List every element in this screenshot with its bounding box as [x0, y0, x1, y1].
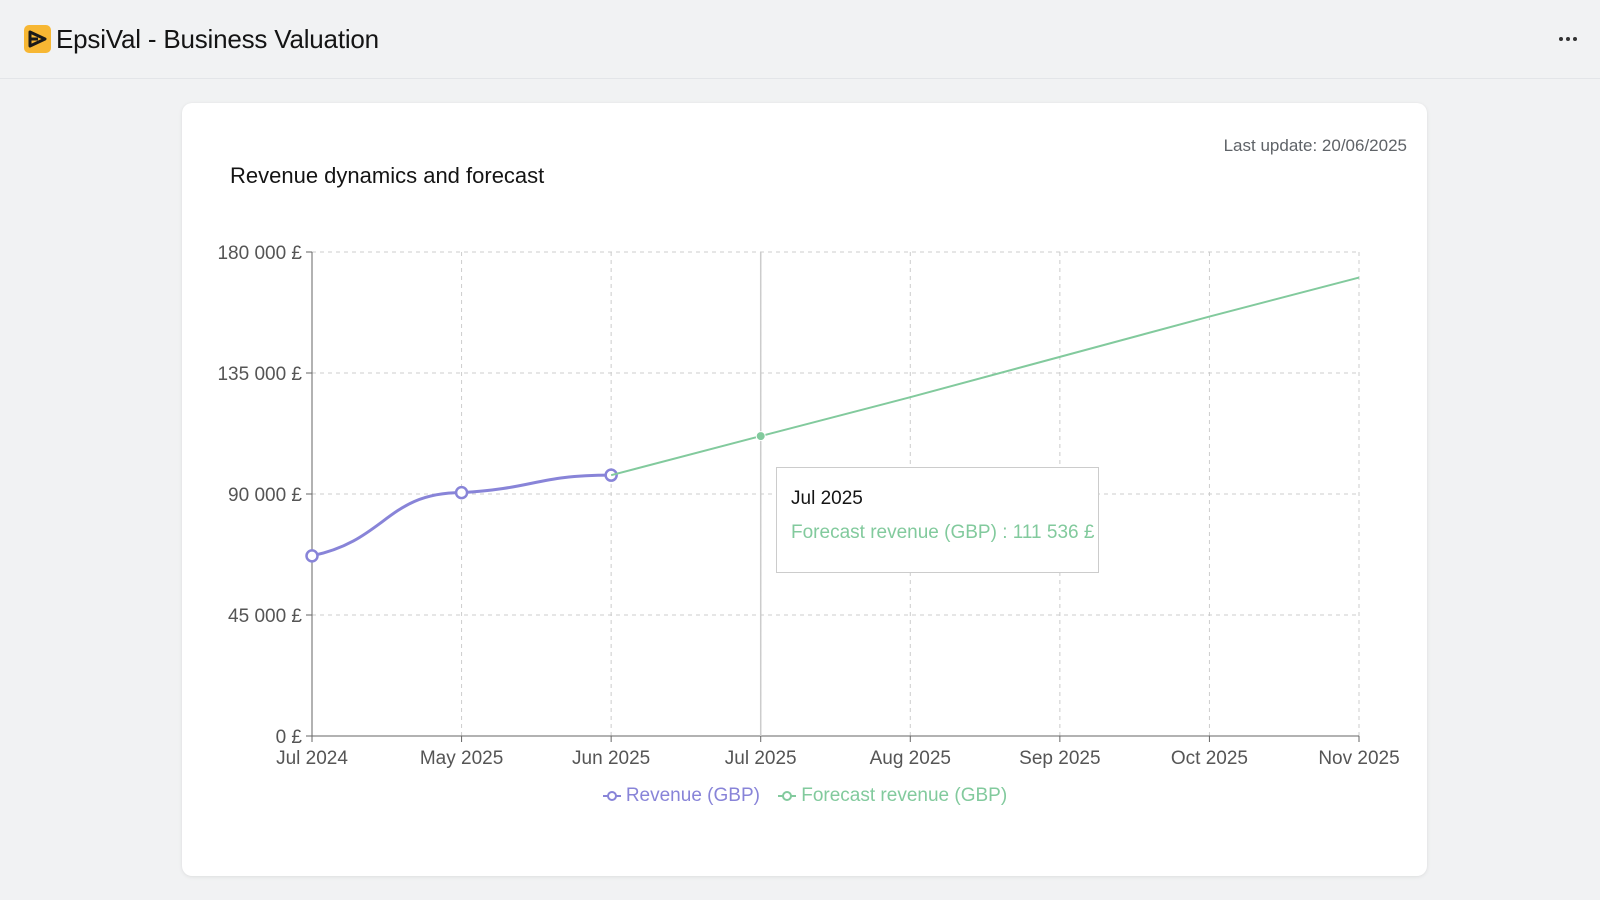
x-tick-label: Jul 2025 [725, 748, 797, 769]
chart-title: Revenue dynamics and forecast [230, 163, 545, 188]
x-tick-label: Jun 2025 [572, 748, 650, 769]
more-horizontal-icon [1559, 37, 1563, 41]
more-dot [1566, 37, 1570, 41]
x-tick-label: Nov 2025 [1318, 748, 1399, 769]
last-update-label: Last update: [1223, 136, 1318, 155]
chart-card: Last update: 20/06/2025 Revenue dynamics … [182, 103, 1427, 876]
legend-label-revenue: Revenue (GBP) [625, 785, 760, 806]
x-tick-label: Aug 2025 [870, 748, 951, 769]
last-update: Last update: 20/06/2025 [1224, 136, 1407, 156]
legend-item-forecast[interactable]: Forecast revenue (GBP) [777, 785, 1007, 807]
data-point-revenue[interactable] [604, 468, 618, 482]
y-tick-label: 135 000 £ [217, 364, 302, 385]
more-dot [1573, 37, 1577, 41]
more-options-button[interactable] [1553, 22, 1589, 54]
x-tick-label: Jul 2024 [276, 748, 348, 769]
y-tick-label: 180 000 £ [217, 243, 302, 264]
legend-line-icon [602, 790, 621, 801]
revenue-chart[interactable]: 0 £ 45 000 £ 90 000 £ 135 000 £ 180 000 £ Jul… [182, 103, 1427, 803]
tooltip-value: Forecast revenue (GBP) : 111 536 £ [791, 522, 1095, 543]
data-point-revenue[interactable] [305, 549, 319, 563]
last-update-value: 20/06/2025 [1321, 136, 1407, 155]
x-tick-label: May 2025 [420, 748, 503, 769]
chart-tooltip: Jul 2025 Forecast revenue (GBP) : 111 53… [776, 467, 1099, 573]
series-line-forecast [610, 276, 1360, 477]
chart-legend: Revenue (GBP) Forecast revenue (GBP) [182, 785, 1427, 807]
legend-line-icon [778, 790, 797, 801]
legend-item-revenue[interactable]: Revenue (GBP) [602, 785, 760, 807]
tooltip-label: Jul 2025 [791, 488, 863, 509]
top-bar: EpsiVal - Business Valuation [0, 0, 1600, 79]
y-tick-label: 90 000 £ [228, 485, 302, 506]
x-tick-label: Sep 2025 [1019, 748, 1100, 769]
y-tick-label: 45 000 £ [228, 606, 302, 627]
app-title: EpsiVal - Business Valuation [56, 24, 379, 54]
active-point-forecast[interactable] [755, 431, 766, 442]
y-tick-label: 0 £ [276, 727, 303, 748]
x-tick-label: Oct 2025 [1171, 748, 1248, 769]
data-point-revenue[interactable] [454, 485, 469, 500]
app-logo-icon [24, 25, 51, 53]
legend-label-forecast: Forecast revenue (GBP) [801, 785, 1008, 806]
